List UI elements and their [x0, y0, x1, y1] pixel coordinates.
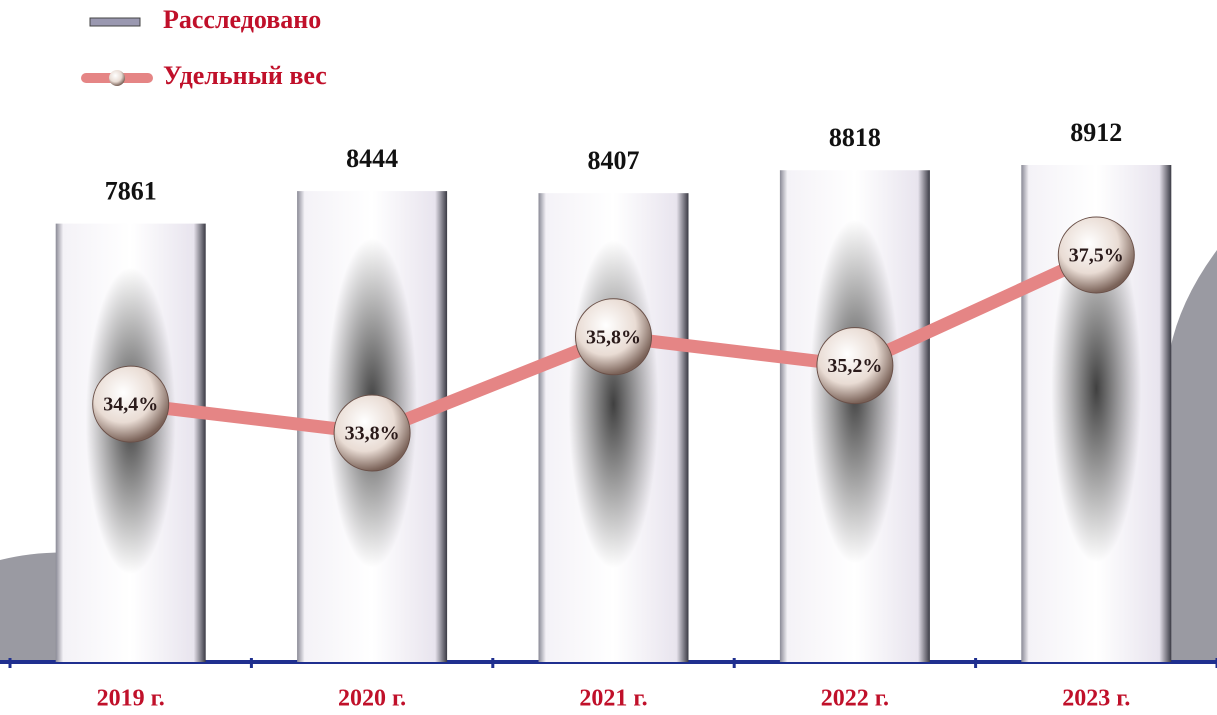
- point-value-label: 33,8%: [345, 423, 400, 445]
- point-value-label: 35,8%: [586, 326, 641, 348]
- point-marker: [333, 394, 411, 472]
- legend-label: Расследовано: [163, 5, 321, 34]
- bar-glow: [1051, 214, 1142, 563]
- x-tick-label: 2019 г.: [97, 686, 165, 712]
- bar-value-label: 8912: [1070, 118, 1122, 147]
- bar-glow: [568, 240, 659, 569]
- x-tick-label: 2020 г.: [338, 686, 406, 712]
- point-marker: [816, 327, 894, 405]
- legend-label: Удельный вес: [163, 61, 327, 90]
- point-value-label: 37,5%: [1069, 245, 1124, 267]
- point-marker: [575, 298, 652, 376]
- x-tick-label: 2023 г.: [1062, 686, 1130, 712]
- bar-value-label: 8444: [346, 144, 398, 173]
- bar-value-label: 7861: [105, 177, 157, 206]
- x-tick-label: 2022 г.: [821, 686, 889, 712]
- background-shape: [1170, 250, 1217, 662]
- bar-value-label: 8407: [588, 146, 640, 175]
- point-value-label: 34,4%: [103, 394, 158, 416]
- legend: Расследовано Удельный вес: [81, 5, 327, 90]
- legend-swatch-marker: [109, 70, 125, 86]
- point-marker: [1057, 216, 1135, 294]
- legend-swatch: [89, 17, 141, 27]
- point-marker: [92, 365, 170, 443]
- bar-value-label: 8818: [829, 123, 881, 152]
- x-tick-label: 2021 г.: [579, 686, 647, 712]
- point-value-label: 35,2%: [827, 355, 882, 377]
